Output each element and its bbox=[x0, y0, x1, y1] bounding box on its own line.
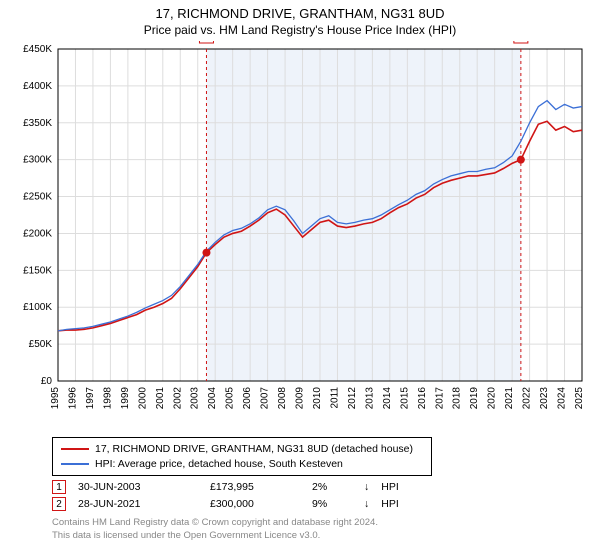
svg-text:2018: 2018 bbox=[452, 387, 463, 410]
svg-text:£200K: £200K bbox=[23, 228, 52, 239]
svg-text:2023: 2023 bbox=[539, 387, 550, 410]
legend-label-property: 17, RICHMOND DRIVE, GRANTHAM, NG31 8UD (… bbox=[95, 442, 413, 457]
svg-text:2001: 2001 bbox=[155, 387, 166, 410]
down-arrow-icon: ↓ bbox=[364, 481, 369, 493]
svg-text:£450K: £450K bbox=[23, 44, 52, 55]
svg-text:2013: 2013 bbox=[364, 387, 375, 410]
svg-text:2007: 2007 bbox=[260, 387, 271, 410]
svg-text:2022: 2022 bbox=[522, 387, 533, 410]
svg-text:2006: 2006 bbox=[242, 387, 253, 410]
svg-text:2020: 2020 bbox=[487, 387, 498, 410]
sale-date-1: 30-JUN-2003 bbox=[78, 481, 198, 493]
footer-line2: This data is licensed under the Open Gov… bbox=[52, 530, 590, 542]
svg-text:£100K: £100K bbox=[23, 302, 52, 313]
svg-text:2011: 2011 bbox=[329, 387, 340, 409]
svg-text:2004: 2004 bbox=[207, 387, 218, 410]
legend-label-hpi: HPI: Average price, detached house, Sout… bbox=[95, 457, 343, 472]
sale-diff-ref-1: HPI bbox=[381, 481, 399, 493]
svg-text:£250K: £250K bbox=[23, 192, 52, 203]
legend-swatch-property bbox=[61, 448, 89, 450]
sale-row-1: 1 30-JUN-2003 £173,995 2% ↓ HPI bbox=[52, 480, 590, 494]
sale-diff-pct-2: 9% bbox=[312, 498, 352, 510]
chart-subtitle: Price paid vs. HM Land Registry's House … bbox=[10, 23, 590, 37]
svg-text:£400K: £400K bbox=[23, 81, 52, 92]
sale-date-2: 28-JUN-2021 bbox=[78, 498, 198, 510]
svg-text:2003: 2003 bbox=[190, 387, 201, 410]
svg-text:2025: 2025 bbox=[574, 387, 585, 410]
svg-text:2024: 2024 bbox=[557, 387, 568, 410]
svg-text:1998: 1998 bbox=[102, 387, 113, 410]
legend-item-hpi: HPI: Average price, detached house, Sout… bbox=[61, 457, 423, 472]
svg-text:2008: 2008 bbox=[277, 387, 288, 410]
sale-price-1: £173,995 bbox=[210, 481, 300, 493]
svg-text:2000: 2000 bbox=[137, 387, 148, 410]
svg-text:2005: 2005 bbox=[225, 387, 236, 410]
svg-text:£50K: £50K bbox=[29, 339, 53, 350]
svg-text:£150K: £150K bbox=[23, 265, 52, 276]
svg-text:2009: 2009 bbox=[295, 387, 306, 410]
chart-container: 17, RICHMOND DRIVE, GRANTHAM, NG31 8UD P… bbox=[0, 0, 600, 546]
down-arrow-icon: ↓ bbox=[364, 498, 369, 510]
svg-text:1997: 1997 bbox=[85, 387, 96, 410]
svg-text:1996: 1996 bbox=[67, 387, 78, 410]
svg-text:1995: 1995 bbox=[50, 387, 61, 410]
svg-text:2010: 2010 bbox=[312, 387, 323, 410]
sale-badge-2: 2 bbox=[52, 497, 66, 511]
sale-badge-1: 1 bbox=[52, 480, 66, 494]
svg-text:2012: 2012 bbox=[347, 387, 358, 410]
chart-plot-area: £0 £50K £100K £150K £200K £250K £300K £350K £400… bbox=[10, 41, 590, 431]
line-chart: £0 £50K £100K £150K £200K £250K £300K £350K £400… bbox=[10, 41, 590, 431]
svg-text:£350K: £350K bbox=[23, 118, 52, 129]
sale-price-2: £300,000 bbox=[210, 498, 300, 510]
svg-text:2002: 2002 bbox=[172, 387, 183, 410]
sale-diff-pct-1: 2% bbox=[312, 481, 352, 493]
legend-swatch-hpi bbox=[61, 463, 89, 465]
svg-text:2019: 2019 bbox=[469, 387, 480, 410]
sale-diff-ref-2: HPI bbox=[381, 498, 399, 510]
svg-text:1999: 1999 bbox=[120, 387, 131, 410]
footer-attribution: Contains HM Land Registry data © Crown c… bbox=[52, 517, 590, 542]
svg-text:2016: 2016 bbox=[417, 387, 428, 410]
svg-text:2014: 2014 bbox=[382, 387, 393, 410]
svg-text:2017: 2017 bbox=[434, 387, 445, 410]
svg-text:2015: 2015 bbox=[399, 387, 410, 410]
sale-row-2: 2 28-JUN-2021 £300,000 9% ↓ HPI bbox=[52, 497, 590, 511]
svg-text:£300K: £300K bbox=[23, 155, 52, 166]
legend-item-property: 17, RICHMOND DRIVE, GRANTHAM, NG31 8UD (… bbox=[61, 442, 423, 457]
legend: 17, RICHMOND DRIVE, GRANTHAM, NG31 8UD (… bbox=[52, 437, 432, 476]
footer-line1: Contains HM Land Registry data © Crown c… bbox=[52, 517, 590, 529]
svg-text:2021: 2021 bbox=[504, 387, 515, 410]
svg-text:£0: £0 bbox=[41, 376, 53, 387]
chart-title: 17, RICHMOND DRIVE, GRANTHAM, NG31 8UD bbox=[10, 6, 590, 21]
svg-text:2: 2 bbox=[518, 41, 524, 43]
svg-text:1: 1 bbox=[204, 41, 210, 43]
